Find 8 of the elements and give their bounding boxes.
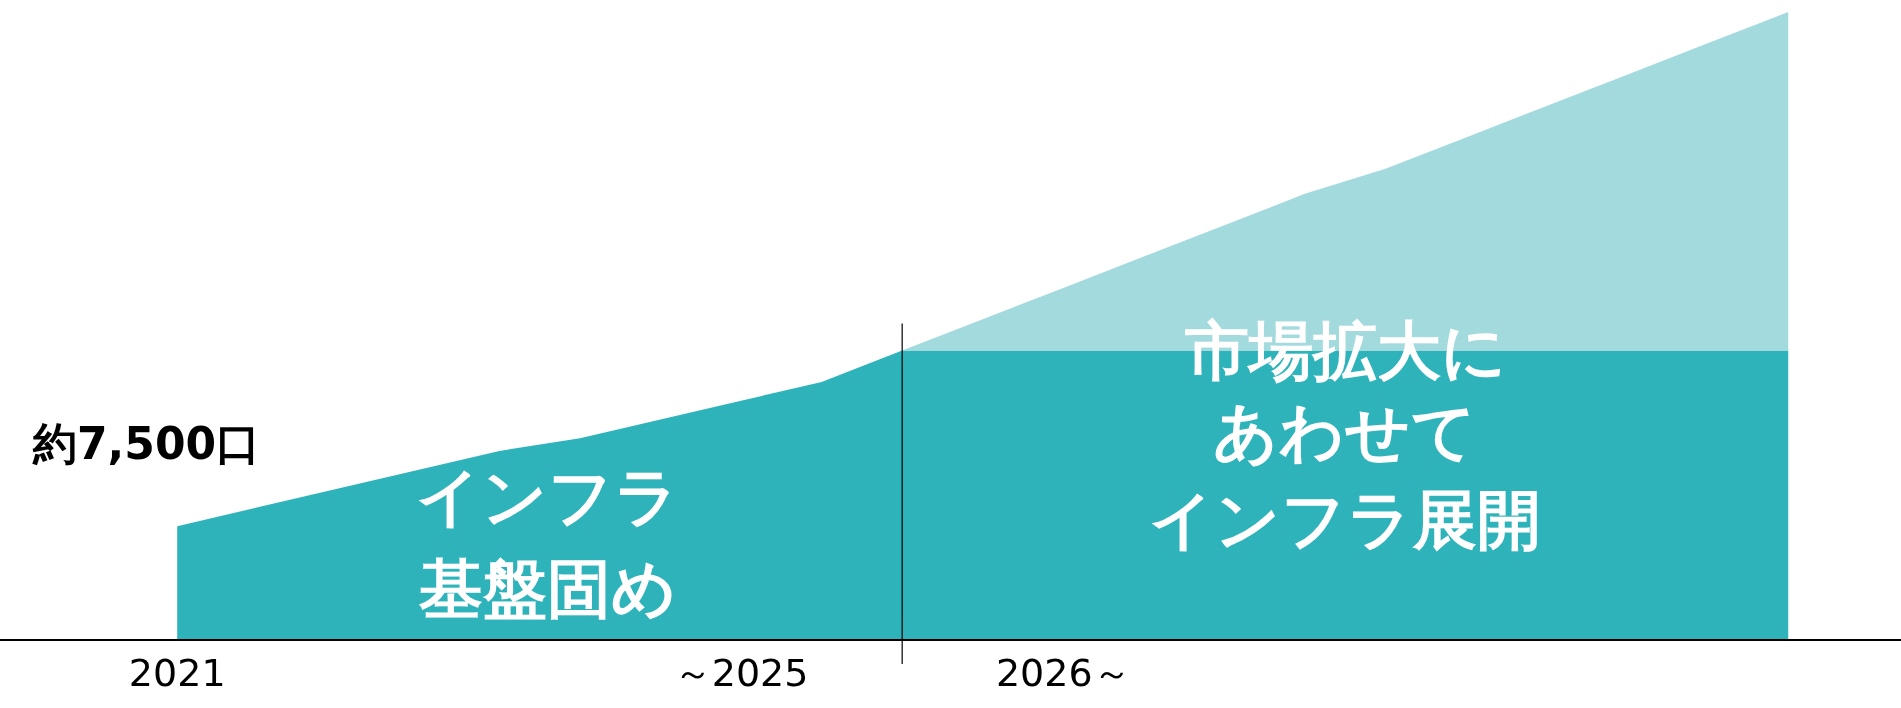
annotation: 基盤固め bbox=[418, 552, 677, 626]
annotation: インフラ bbox=[416, 460, 680, 534]
annotation: インフラ展開 bbox=[1149, 483, 1541, 557]
x-tick-label: 2026～ bbox=[995, 651, 1131, 696]
x-tick-label: 2021 bbox=[128, 651, 226, 696]
annotation: 約7,500口 bbox=[32, 418, 261, 469]
annotation: あわせて bbox=[1213, 395, 1477, 469]
x-tick-label: ～2025 bbox=[673, 651, 809, 696]
